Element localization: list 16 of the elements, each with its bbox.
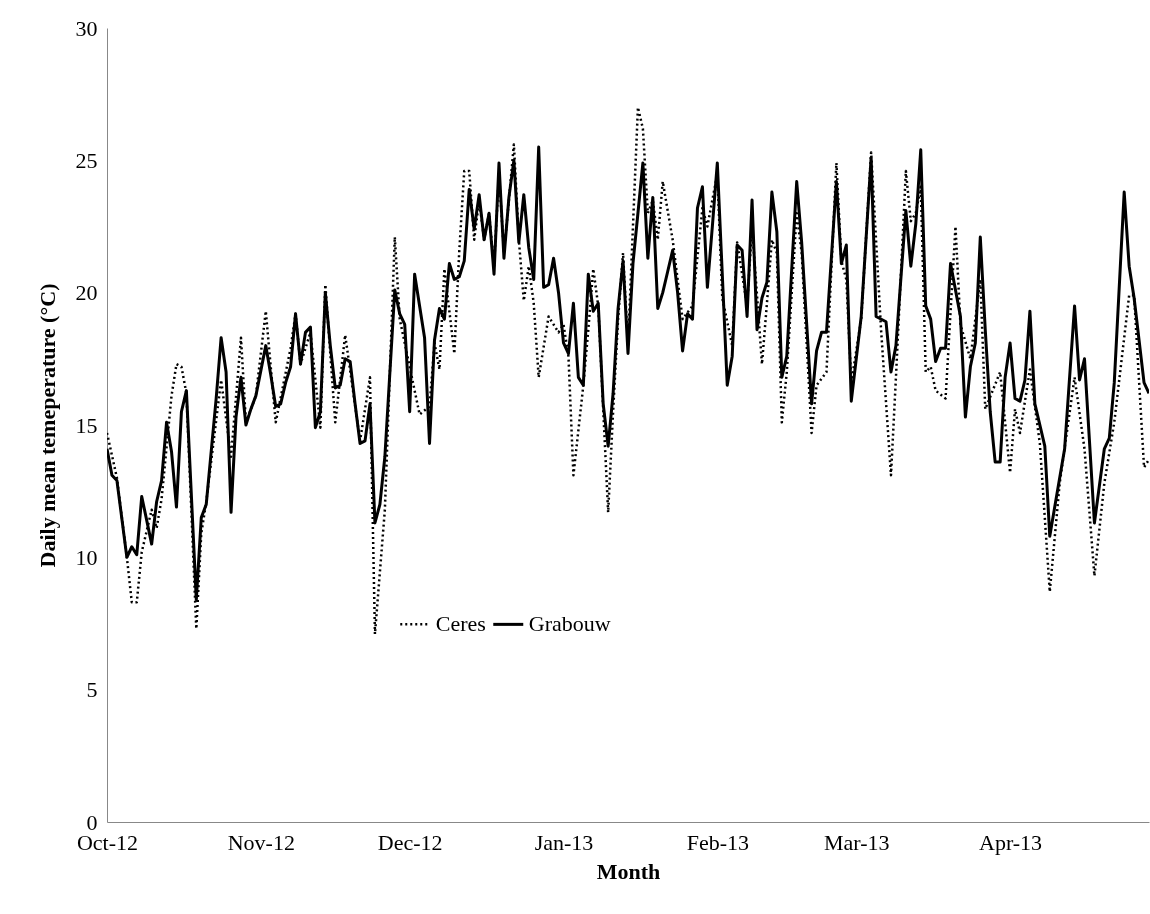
x-tick-label: Mar-13 [823, 829, 890, 855]
y-tick-label: 20 [75, 280, 98, 306]
x-tick-label: Nov-12 [227, 829, 295, 855]
y-axis-title: Daily mean temeperature (°C) [34, 283, 60, 568]
y-tick-label: 15 [75, 412, 98, 438]
x-tick-label: Feb-13 [686, 829, 749, 855]
legend-label: Ceres [435, 611, 486, 637]
legend-label: Grabouw [528, 611, 611, 637]
x-tick-label: Apr-13 [979, 829, 1043, 855]
y-tick-label: 10 [75, 544, 98, 570]
x-axis-title: Month [596, 858, 661, 884]
y-tick-label: 25 [75, 147, 98, 173]
x-tick-label: Jan-13 [534, 829, 594, 855]
y-tick-label: 30 [75, 15, 98, 41]
x-tick-label: Dec-12 [377, 829, 443, 855]
y-tick-label: 5 [86, 677, 98, 703]
